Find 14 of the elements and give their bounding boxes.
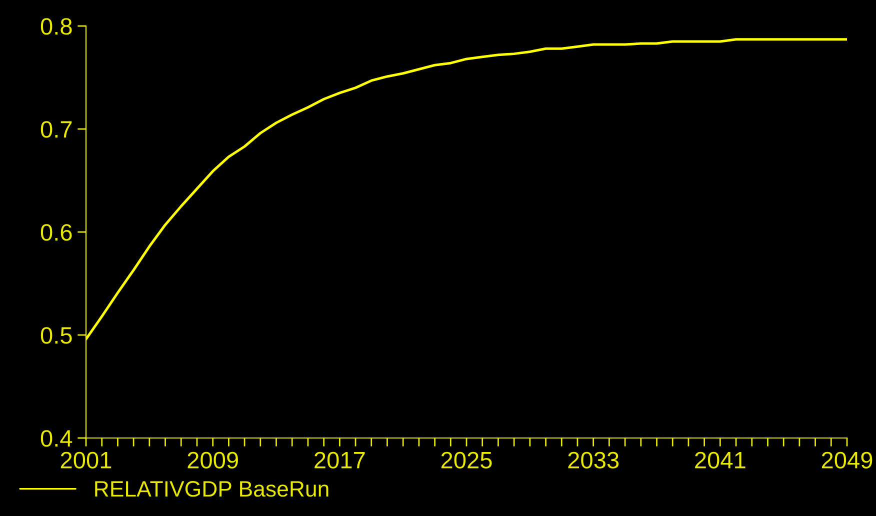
line-series bbox=[86, 38, 847, 340]
y-tick-label: 0.4 bbox=[40, 430, 72, 447]
legend-label: RELATIVGDP BaseRun bbox=[95, 481, 328, 497]
x-tick-label: 2049 bbox=[822, 452, 872, 469]
x-tick-label: 2025 bbox=[441, 452, 492, 469]
y-tick-label: 0.7 bbox=[40, 121, 72, 138]
x-tick-label: 2033 bbox=[568, 452, 619, 469]
x-tick-label: 2001 bbox=[60, 452, 112, 469]
x-tick-label: 2041 bbox=[695, 452, 746, 469]
x-tick-label: 2017 bbox=[314, 452, 365, 469]
y-tick-label: 0.6 bbox=[40, 224, 72, 241]
x-tick-label: 2009 bbox=[188, 452, 238, 469]
y-tick-label: 0.5 bbox=[40, 327, 72, 344]
y-tick-label: 0.8 bbox=[40, 18, 72, 35]
